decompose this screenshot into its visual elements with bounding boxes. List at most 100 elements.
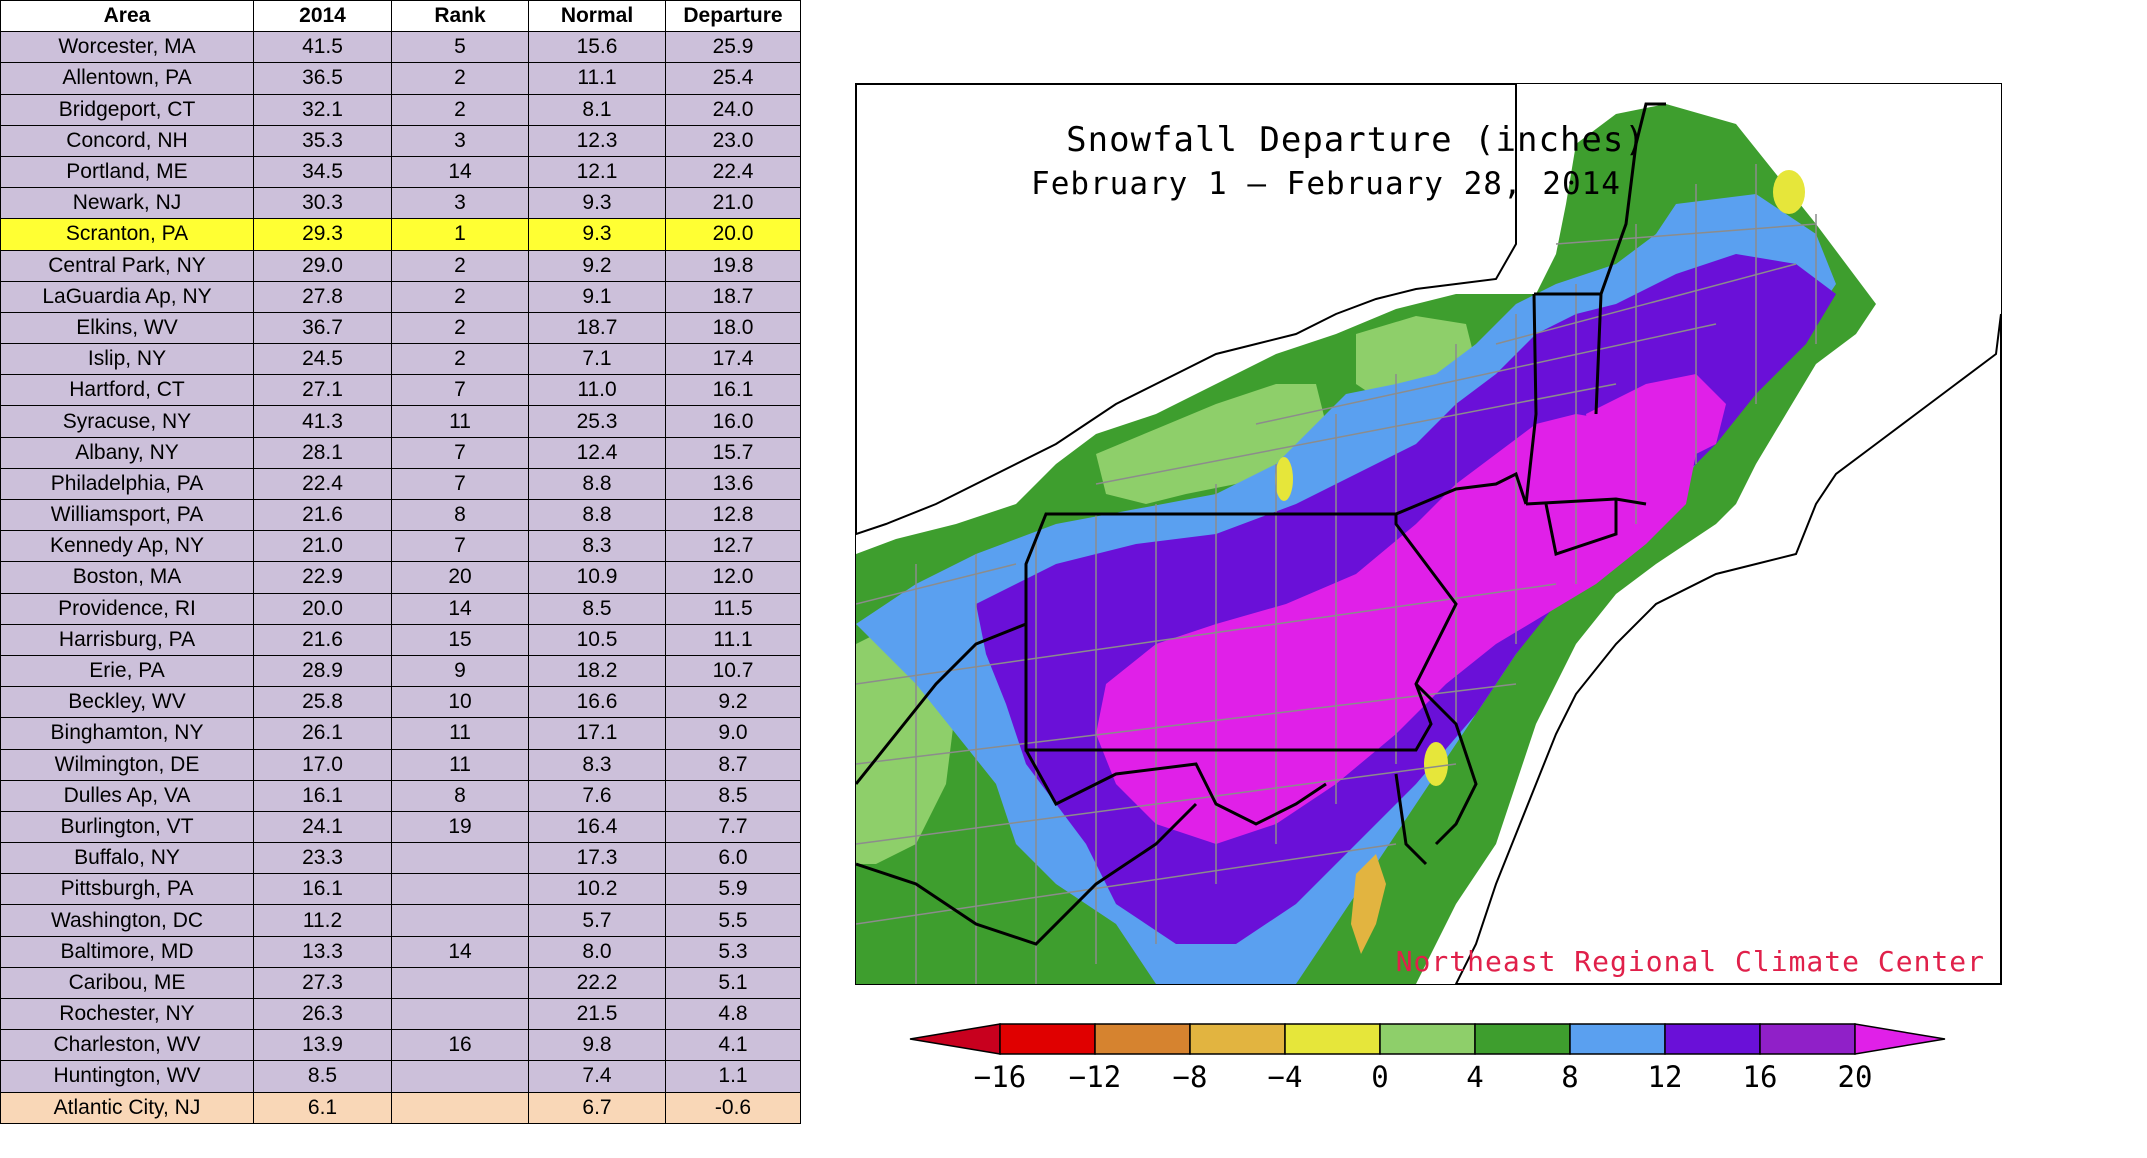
cell-y2014: 29.3 — [253, 218, 392, 251]
cell-departure: 4.1 — [665, 1029, 801, 1062]
cell-normal: 8.8 — [528, 467, 666, 501]
table-header-row: Area 2014 Rank Normal Departure — [0, 0, 801, 33]
cell-rank — [391, 842, 529, 875]
table-row: Philadelphia, PA 22.4 7 8.8 13.6 — [0, 467, 801, 501]
cell-area: Caribou, ME — [0, 966, 254, 1000]
cell-normal: 12.1 — [528, 155, 666, 189]
cell-area: Pittsburgh, PA — [0, 873, 254, 906]
cell-normal: 9.3 — [528, 218, 666, 251]
cell-area: Philadelphia, PA — [0, 467, 254, 501]
legend-arrow-high — [1854, 1023, 1946, 1055]
cell-rank: 2 — [391, 311, 529, 345]
legend-arrow-low — [909, 1023, 1001, 1055]
cell-area: Huntington, WV — [0, 1060, 254, 1093]
cell-departure: 11.5 — [665, 592, 801, 625]
map-title: Snowfall Departure (inches) — [1066, 120, 1646, 160]
table-row: Wilmington, DE 17.0 11 8.3 8.7 — [0, 748, 801, 781]
cell-rank: 2 — [391, 249, 529, 282]
cell-departure: 11.1 — [665, 623, 801, 656]
cell-departure: 25.9 — [665, 31, 801, 64]
cell-rank: 14 — [391, 155, 529, 189]
cell-normal: 5.7 — [528, 904, 666, 937]
table-row: Dulles Ap, VA 16.1 8 7.6 8.5 — [0, 779, 801, 812]
cell-rank: 11 — [391, 717, 529, 750]
cell-area: Central Park, NY — [0, 249, 254, 282]
table-row: Bridgeport, CT 32.1 2 8.1 24.0 — [0, 93, 801, 126]
table-row: Albany, NY 28.1 7 12.4 15.7 — [0, 436, 801, 469]
cell-departure: 18.0 — [665, 311, 801, 345]
cell-y2014: 28.9 — [253, 654, 392, 688]
legend-tick-label: 4 — [1466, 1060, 1484, 1094]
cell-normal: 22.2 — [528, 966, 666, 1000]
cell-rank: 7 — [391, 436, 529, 469]
cell-y2014: 34.5 — [253, 155, 392, 189]
lake-ontario-erie — [856, 84, 1517, 536]
cell-normal: 17.3 — [528, 842, 666, 875]
cell-normal: 16.4 — [528, 810, 666, 844]
border-wv-oh — [856, 622, 1027, 785]
cell-rank: 11 — [391, 748, 529, 781]
cell-normal: 9.8 — [528, 1029, 666, 1062]
cell-area: Charleston, WV — [0, 1029, 254, 1062]
header-2014: 2014 — [253, 0, 392, 33]
state-borders — [856, 102, 1666, 946]
cell-area: Portland, ME — [0, 155, 254, 189]
table-row: Beckley, WV 25.8 10 16.6 9.2 — [0, 686, 801, 719]
legend-swatch — [1569, 1023, 1666, 1055]
border-ny-ne — [1395, 471, 1528, 516]
border-wv-md — [1024, 749, 1327, 826]
table-row: LaGuardia Ap, NY 27.8 2 9.1 18.7 — [0, 280, 801, 313]
cell-y2014: 11.2 — [253, 904, 392, 937]
legend-tick-label: 20 — [1837, 1060, 1873, 1094]
cell-y2014: 6.1 — [253, 1091, 392, 1124]
legend-tick-label: −8 — [1172, 1060, 1208, 1094]
cell-departure: 24.0 — [665, 93, 801, 126]
table-row: Binghamton, NY 26.1 11 17.1 9.0 — [0, 717, 801, 750]
cell-departure: 19.8 — [665, 249, 801, 282]
cell-normal: 15.6 — [528, 31, 666, 64]
cell-y2014: 29.0 — [253, 249, 392, 282]
cell-y2014: 13.9 — [253, 1029, 392, 1062]
cell-y2014: 25.8 — [253, 686, 392, 719]
cell-rank: 3 — [391, 187, 529, 220]
cell-rank — [391, 1091, 529, 1124]
cell-normal: 7.1 — [528, 343, 666, 376]
cell-rank: 7 — [391, 374, 529, 407]
cell-normal: 11.0 — [528, 374, 666, 407]
cell-departure: 23.0 — [665, 124, 801, 157]
cell-rank — [391, 904, 529, 937]
cell-area: Hartford, CT — [0, 374, 254, 407]
cell-y2014: 22.9 — [253, 561, 392, 594]
cell-departure: 22.4 — [665, 155, 801, 189]
legend-tick-label: 0 — [1371, 1060, 1389, 1094]
cell-area: Williamsport, PA — [0, 498, 254, 532]
zone-yellow-maine — [1773, 170, 1805, 214]
map-credit: Northeast Regional Climate Center — [1395, 945, 1985, 978]
table-row: Harrisburg, PA 21.6 15 10.5 11.1 — [0, 623, 801, 656]
cell-area: Baltimore, MD — [0, 935, 254, 968]
table-row: Kennedy Ap, NY 21.0 7 8.3 12.7 — [0, 530, 801, 563]
cell-y2014: 30.3 — [253, 187, 392, 220]
cell-normal: 9.3 — [528, 187, 666, 220]
legend-swatch — [1094, 1023, 1191, 1055]
cell-departure: 18.7 — [665, 280, 801, 313]
cell-y2014: 17.0 — [253, 748, 392, 781]
cell-y2014: 27.3 — [253, 966, 392, 1000]
table-body: Worcester, MA 41.5 5 15.6 25.9 Allentown, PA 3… — [0, 31, 801, 1124]
cell-rank: 2 — [391, 280, 529, 313]
header-area: Area — [0, 0, 254, 33]
cell-y2014: 24.5 — [253, 343, 392, 376]
snowfall-departure-map: Snowfall Departure (inches) February 1 –… — [855, 83, 2002, 985]
cell-y2014: 41.5 — [253, 31, 392, 64]
cell-normal: 18.2 — [528, 654, 666, 688]
cell-normal: 8.1 — [528, 93, 666, 126]
zone-orange-coast — [1351, 854, 1386, 954]
cell-area: Islip, NY — [0, 343, 254, 376]
legend-swatch — [999, 1023, 1096, 1055]
table-row: Worcester, MA 41.5 5 15.6 25.9 — [0, 31, 801, 64]
cell-rank: 7 — [391, 530, 529, 563]
cell-rank: 14 — [391, 592, 529, 625]
cell-normal: 6.7 — [528, 1091, 666, 1124]
cell-area: Newark, NJ — [0, 187, 254, 220]
cell-area: Buffalo, NY — [0, 842, 254, 875]
